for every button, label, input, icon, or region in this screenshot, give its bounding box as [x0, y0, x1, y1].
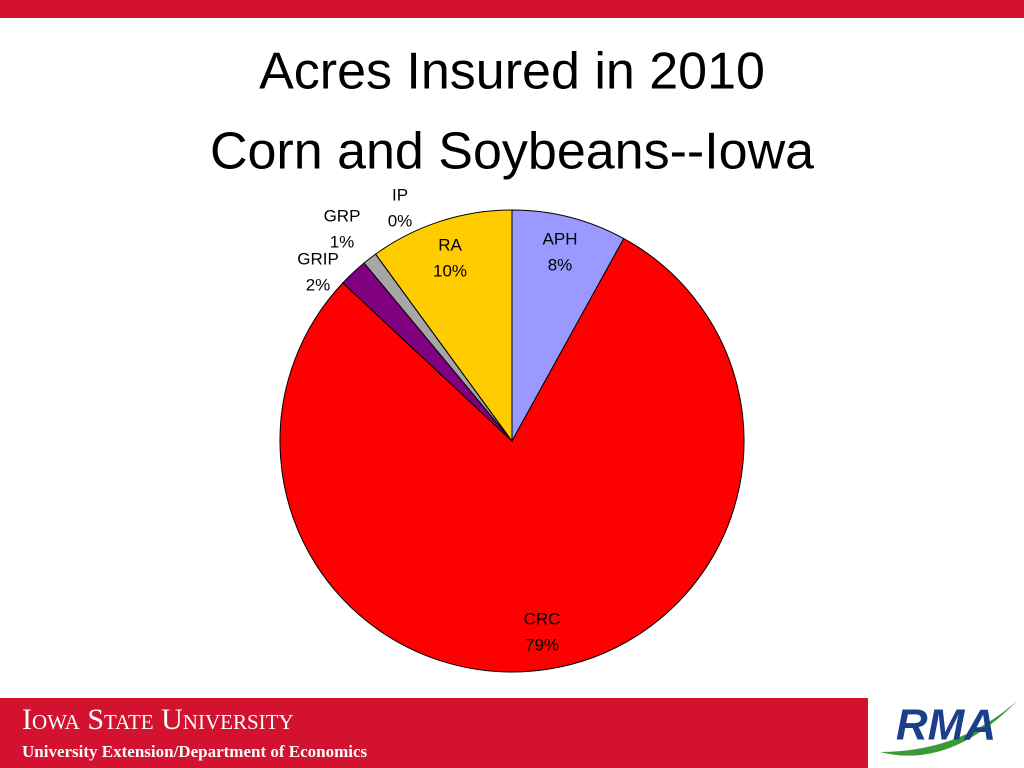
- slice-value-label: 79%: [525, 635, 559, 654]
- slice-label: GRP: [324, 206, 361, 225]
- slice-label: RA: [438, 235, 462, 254]
- title-line-1: Acres Insured in 2010: [259, 43, 765, 101]
- logo-swoosh: [880, 700, 1018, 756]
- slice-value-label: 8%: [548, 255, 573, 274]
- slice-label: APH: [543, 229, 578, 248]
- slice-label: CRC: [524, 609, 561, 628]
- logo: RMA: [896, 701, 996, 750]
- slice-value-label: 2%: [306, 275, 331, 294]
- slice-value-label: 0%: [388, 211, 413, 230]
- logo-area: [868, 698, 1024, 768]
- slice-value-label: 10%: [433, 261, 467, 280]
- pie-slice: [511, 209, 625, 442]
- slice-label: IP: [392, 185, 408, 204]
- pie-slice: [279, 237, 745, 673]
- footer-band: [0, 698, 868, 768]
- slice-label: GRIP: [297, 249, 339, 268]
- department: University Extension/Department of Econo…: [22, 742, 368, 761]
- university-name: Iowa State University: [22, 703, 294, 736]
- slice-value-label: 1%: [330, 232, 355, 251]
- pie: [279, 209, 745, 673]
- top-band: [0, 0, 1024, 18]
- title-line-2: Corn and Soybeans--Iowa: [210, 123, 814, 181]
- pie-slice: [374, 209, 513, 443]
